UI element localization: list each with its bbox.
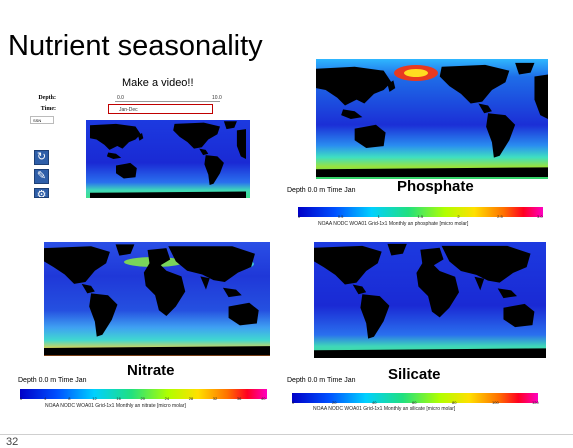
- phosphate-tick-label: 0.5: [337, 214, 344, 219]
- silicate-map: [314, 242, 546, 358]
- silicate-tick-label: 40: [372, 400, 377, 405]
- time-input[interactable]: Jan-Dec: [108, 104, 213, 114]
- phosphate-colorbar-title: NOAA NODC WOA01 Grid-1x1 Monthly an phos…: [318, 221, 469, 227]
- settings-icon: ⚙: [36, 189, 47, 198]
- nitrate-tick-label: 20: [140, 396, 145, 401]
- depth-max: 10.0: [212, 95, 222, 101]
- nitrate-tick-label: 12: [92, 396, 97, 401]
- time-label: Time:: [40, 106, 56, 112]
- nitrate-tick-label: 4: [44, 396, 47, 401]
- silicate-tick-label: 0: [292, 400, 295, 405]
- nitrate-map: [44, 242, 270, 356]
- nitrate-label: Nitrate: [127, 362, 175, 379]
- slide: Nutrient seasonality Make a video!! Dept…: [0, 30, 573, 435]
- nitrate-colorbar: [20, 386, 267, 399]
- nitrate-tick-label: 36: [236, 396, 242, 401]
- phosphate-ticks: 0 0.5 1 1.5 2 2.5 3.0: [298, 214, 543, 220]
- refresh-icon: ↻: [36, 151, 47, 163]
- phosphate-tick-label: 0: [298, 214, 301, 219]
- refresh-button[interactable]: ↻: [34, 150, 49, 165]
- phosphate-caption: Depth 0.0 m Time Jan: [287, 187, 356, 194]
- phosphate-tick-label: 3.0: [537, 214, 543, 219]
- settings-button[interactable]: ⚙: [34, 188, 49, 198]
- video-caption: Make a video!!: [122, 77, 194, 89]
- depth-min: 0.0: [117, 95, 124, 101]
- nitrate-tick-label: 24: [164, 396, 170, 401]
- nitrate-ticks: 0 4 8 12 16 20 24 28 32 36 40: [20, 396, 267, 402]
- depth-label: Depth:: [38, 95, 56, 101]
- page-number: 32: [6, 436, 19, 448]
- phosphate-label: Phosphate: [397, 178, 474, 195]
- silicate-colorbar: [292, 390, 538, 403]
- page-title: Nutrient seasonality: [8, 30, 263, 62]
- silicate-ticks: 0 20 40 60 80 100 120: [292, 400, 539, 406]
- phosphate-colorbar: [298, 204, 543, 217]
- phosphate-tick-label: 2.5: [497, 214, 503, 219]
- silicate-tick-label: 100: [492, 400, 499, 405]
- phosphate-tick-label: 1: [377, 214, 380, 219]
- silicate-tick-label: 20: [332, 400, 337, 405]
- nitrate-tick-label: 8: [68, 396, 71, 401]
- nitrate-tick-label: 28: [188, 396, 194, 401]
- nitrate-tick-label: 40: [261, 396, 266, 401]
- nitrate-tick-label: 16: [116, 396, 121, 401]
- nitrate-tick-label: 0: [20, 396, 23, 401]
- silicate-caption: Depth 0.0 m Time Jan: [287, 377, 356, 384]
- season-select[interactable]: SSN: [30, 116, 54, 124]
- viewer-map: [86, 120, 250, 198]
- edit-button[interactable]: ✎: [34, 169, 49, 184]
- silicate-tick-label: 120: [532, 400, 539, 405]
- phosphate-map: [316, 59, 548, 179]
- edit-icon: ✎: [36, 170, 47, 182]
- phosphate-tick-label: 2: [457, 214, 460, 219]
- silicate-tick-label: 80: [452, 400, 457, 405]
- silicate-colorbar-title: NOAA NODC WOA01 Grid-1x1 Monthly an sili…: [313, 406, 456, 412]
- silicate-label: Silicate: [388, 366, 441, 383]
- nitrate-caption: Depth 0.0 m Time Jan: [18, 377, 87, 384]
- silicate-tick-label: 60: [412, 400, 417, 405]
- phosphate-tick-label: 1.5: [417, 214, 424, 219]
- depth-slider[interactable]: [115, 101, 220, 102]
- nitrate-colorbar-title: NOAA NODC WOA01 Grid-1x1 Monthly an nitr…: [45, 403, 186, 409]
- nitrate-tick-label: 32: [212, 396, 218, 401]
